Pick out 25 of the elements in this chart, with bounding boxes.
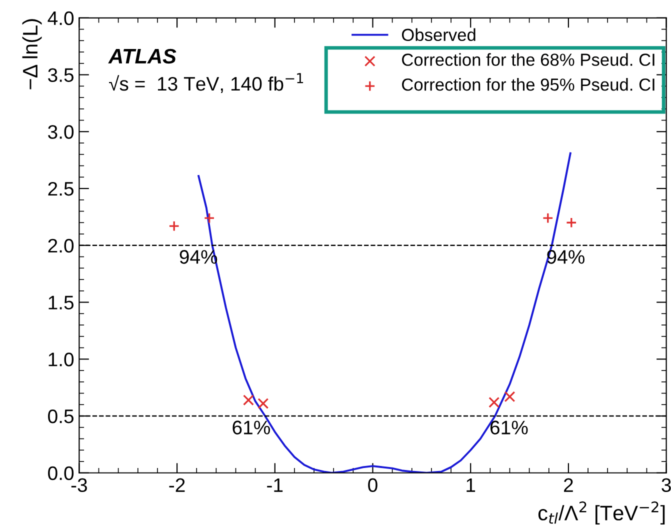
- y-tick-label: 2.5: [48, 182, 74, 196]
- annotation: √s = 13 TeV, 140 fb$^{−1}$: [109, 73, 304, 94]
- y-tick-label: 2.0: [48, 238, 74, 253]
- x-tick-label: 1: [466, 478, 476, 492]
- y-tick-label: 0.5: [48, 409, 74, 424]
- annotation: ATLAS: [108, 48, 176, 64]
- x-tick-label: -1: [267, 478, 283, 492]
- annotation: 61%: [490, 420, 528, 434]
- x-tick-label: 2: [564, 478, 573, 492]
- x-tick-label: -3: [71, 478, 87, 492]
- legend-label: Observed: [402, 28, 476, 42]
- y-tick-label: 1.0: [48, 352, 74, 366]
- x-tick-label: -2: [169, 478, 185, 492]
- y-tick-label: 3.0: [48, 125, 74, 139]
- legend-label: Correction for the 68% Pseud. CI: [402, 53, 654, 66]
- y-tick-label: 1.5: [48, 296, 74, 310]
- y-tick-label: 4.0: [48, 11, 74, 26]
- y-tick-label: 0.0: [48, 466, 74, 480]
- x-tick-label: 3: [662, 478, 671, 492]
- annotation: 61%: [232, 420, 270, 434]
- y-axis-title: −Δ ln(L): [22, 19, 42, 90]
- y-tick-label: 3.5: [48, 68, 74, 82]
- legend-label: Correction for the 95% Pseud. CI: [402, 78, 654, 91]
- x-tick-label: 0: [368, 478, 378, 492]
- x-axis-title: c$_{tl}$/Λ$^{2}$ [TeV$^{−2}$]: [538, 501, 665, 525]
